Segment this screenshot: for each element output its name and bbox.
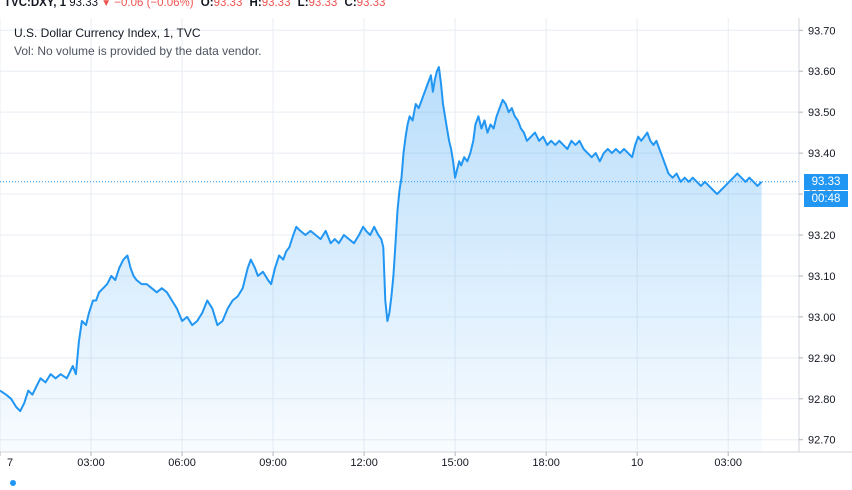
x-tick-label: 03:00	[77, 457, 105, 469]
price-line	[0, 66, 763, 413]
x-tick-label: 18:00	[532, 457, 560, 469]
chart-legend: U.S. Dollar Currency Index, 1, TVC Vol: …	[14, 24, 261, 60]
last-price: 93.33	[69, 0, 98, 9]
close-label: C:	[344, 0, 357, 9]
symbol-label[interactable]: TVC:DXY, 1	[4, 0, 66, 9]
price-axis[interactable]: 93.7093.6093.5093.4093.3093.2093.1093.00…	[799, 25, 836, 447]
down-arrow-icon: ▼	[101, 0, 112, 9]
x-tick-label: 7	[7, 457, 13, 469]
current-price-tag: 93.33	[804, 173, 848, 190]
x-tick-label: 15:00	[441, 457, 469, 469]
price-change: −0.06 (−0.06%)	[114, 0, 194, 9]
y-tick-label: 93.50	[808, 107, 836, 119]
chart-title: U.S. Dollar Currency Index, 1, TVC	[14, 26, 201, 40]
x-tick-label: 12:00	[350, 457, 378, 469]
y-tick-label: 92.80	[808, 394, 836, 406]
open-value: 93.33	[213, 0, 243, 9]
x-tick-label: 03:00	[714, 457, 742, 469]
y-tick-label: 92.90	[808, 353, 836, 365]
y-tick-label: 93.60	[808, 66, 836, 78]
close-value: 93.33	[356, 0, 386, 9]
y-tick-label: 93.40	[808, 148, 836, 160]
y-tick-label: 93.00	[808, 312, 836, 324]
y-tick-label: 93.20	[808, 230, 836, 242]
y-tick-label: 93.10	[808, 271, 836, 283]
price-area-fill	[0, 67, 762, 452]
x-tick-label: 06:00	[168, 457, 196, 469]
high-label: H:	[249, 0, 262, 9]
low-label: L:	[297, 0, 309, 9]
y-tick-label: 92.70	[808, 435, 836, 447]
y-tick-label: 93.70	[808, 25, 836, 37]
time-axis[interactable]: 7 03:00 06:00 09:00 12:00 15:00 18:00 10 03:00	[0, 452, 742, 469]
status-dot-icon	[10, 480, 16, 486]
volume-note: Vol: No volume is provided by the data v…	[14, 44, 262, 58]
high-value: 93.33	[261, 0, 291, 9]
open-label: O:	[200, 0, 214, 9]
x-tick-label: 10	[631, 457, 643, 469]
symbol-header: TVC:DXY, 1 93.33 ▼ −0.06 (−0.06%) O:93.3…	[4, 0, 385, 13]
low-value: 93.33	[308, 0, 338, 9]
bar-countdown-tag: 00:48	[804, 190, 848, 207]
x-tick-label: 09:00	[259, 457, 287, 469]
